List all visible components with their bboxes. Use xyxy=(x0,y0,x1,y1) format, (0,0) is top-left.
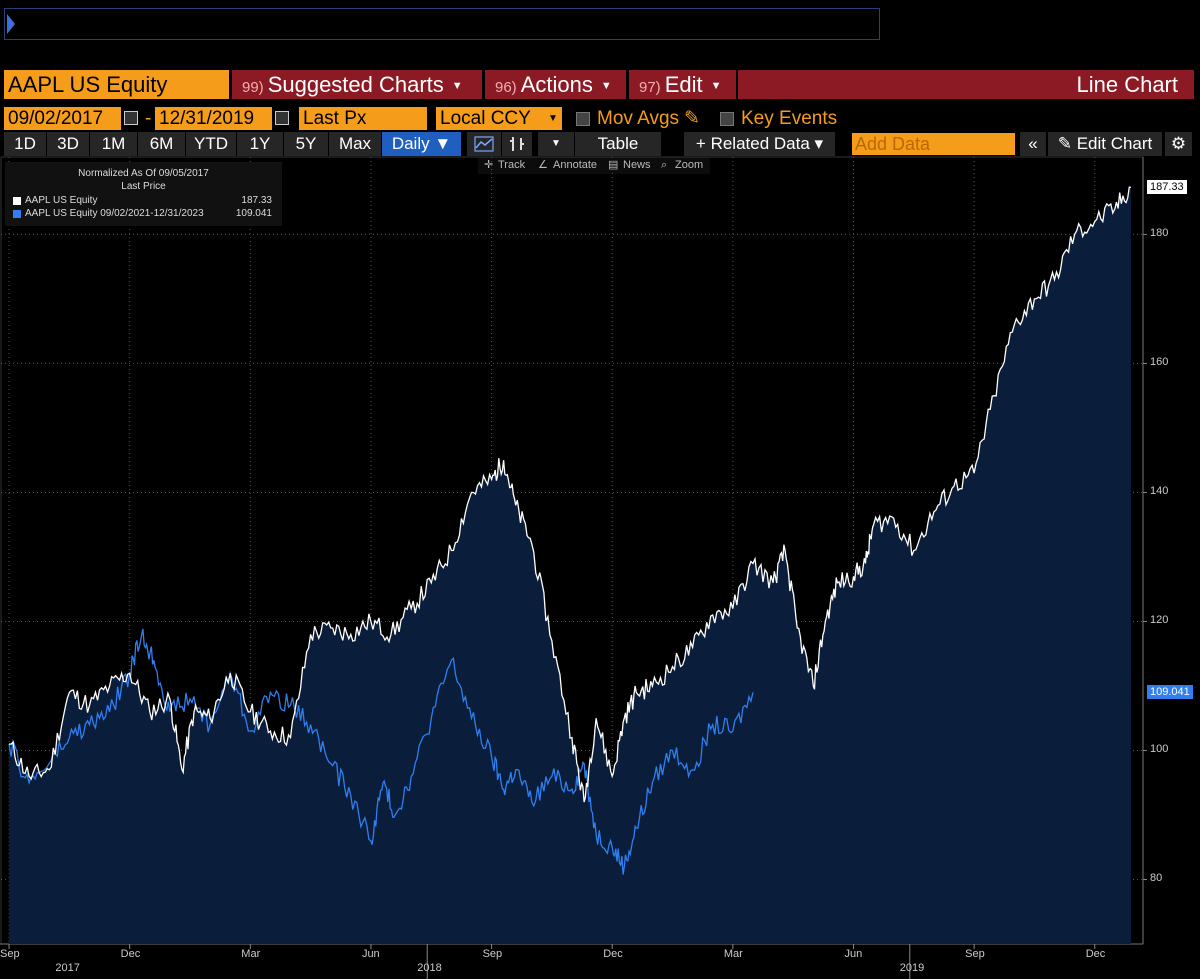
chevron-down-icon: ▼ xyxy=(451,79,463,92)
legend-title: Normalized As Of 09/05/2017 xyxy=(78,168,209,179)
start-date-field[interactable]: 09/02/2017 xyxy=(4,107,121,130)
x-tick-label: Jun xyxy=(361,948,380,960)
chart-style-dropdown[interactable]: ▼ xyxy=(538,132,574,156)
collapse-icon[interactable]: « xyxy=(1020,132,1046,156)
line-chart-icon[interactable] xyxy=(467,132,501,156)
key-events-label: Key Events xyxy=(741,108,838,129)
legend-label-series-1: AAPL US Equity xyxy=(25,195,98,206)
annotate-icon[interactable]: ∠ xyxy=(538,159,548,171)
x-tick-label: Sep xyxy=(965,948,985,960)
ohlc-glyph xyxy=(510,137,524,151)
line-chart-glyph xyxy=(474,136,494,152)
edit-num: 97) xyxy=(639,79,661,96)
edit-chart-label: Edit Chart xyxy=(1076,134,1153,153)
command-caret-icon xyxy=(7,14,15,34)
calendar-icon[interactable] xyxy=(275,111,289,125)
year-label: 2019 xyxy=(899,962,925,974)
legend: Normalized As Of 09/05/2017 Last Price A… xyxy=(5,162,282,226)
security-ticker[interactable]: AAPL US Equity xyxy=(4,70,229,99)
end-date-field[interactable]: 12/31/2019 xyxy=(155,107,272,130)
mov-avgs-label: Mov Avgs xyxy=(597,108,680,129)
chart-type-title: Line Chart xyxy=(738,70,1194,99)
related-data-button[interactable]: + Related Data ▾ xyxy=(684,132,835,156)
frequency-dropdown[interactable]: Daily ▼ xyxy=(382,132,461,156)
edit-chart-button[interactable]: ✎ Edit Chart xyxy=(1048,132,1162,156)
period-6m[interactable]: 6M xyxy=(138,132,185,156)
suggested-charts-num: 99) xyxy=(242,79,264,96)
y-tick-label: 80 xyxy=(1150,872,1163,885)
date-range-dash: - xyxy=(145,108,152,129)
edit-button[interactable]: 97) Edit ▼ xyxy=(629,70,736,99)
period-1y[interactable]: 1Y xyxy=(237,132,283,156)
period-5y[interactable]: 5Y xyxy=(284,132,328,156)
zoom-label[interactable]: Zoom xyxy=(675,159,704,171)
x-tick-label: Dec xyxy=(1085,948,1106,960)
currency-selector[interactable]: Local CCY xyxy=(436,107,544,130)
track-icon[interactable]: ✛ xyxy=(484,159,494,171)
bar-chart-icon[interactable] xyxy=(502,132,532,156)
command-line[interactable] xyxy=(4,8,880,40)
x-tick-label: Dec xyxy=(120,948,141,960)
settings-gear-icon[interactable]: ⚙ xyxy=(1165,132,1192,156)
legend-swatch-series-1 xyxy=(13,197,21,205)
legend-swatch-series-2 xyxy=(13,210,21,218)
chevron-down-icon: ▼ xyxy=(600,79,612,92)
mov-avgs-checkbox[interactable] xyxy=(576,112,590,126)
series-2-line[interactable] xyxy=(8,628,754,875)
y-tick-label: 160 xyxy=(1150,356,1169,369)
zoom-icon[interactable]: ⌕ xyxy=(661,159,668,171)
key-events-checkbox[interactable] xyxy=(720,112,734,126)
legend-label-series-2: AAPL US Equity 09/02/2021-12/31/2023 xyxy=(25,208,204,219)
x-tick-label: Sep xyxy=(482,948,503,960)
actions-button[interactable]: 96) Actions ▼ xyxy=(485,70,626,99)
last-price-tag-series-1: 187.33 xyxy=(1147,180,1187,195)
add-data-input[interactable]: Add Data xyxy=(852,133,1015,155)
x-tick-label: Dec xyxy=(603,948,623,960)
period-max[interactable]: Max xyxy=(329,132,381,156)
track-label[interactable]: Track xyxy=(498,159,526,171)
period-1m[interactable]: 1M xyxy=(90,132,137,156)
series-1-area xyxy=(9,187,1131,944)
year-label: 2017 xyxy=(55,962,80,974)
suggested-charts-label: Suggested Charts xyxy=(267,72,444,97)
legend-subtitle: Last Price xyxy=(121,181,166,192)
year-label: 2018 xyxy=(417,962,442,974)
y-tick-label: 180 xyxy=(1150,227,1169,240)
y-tick-label: 140 xyxy=(1150,485,1169,498)
period-1d[interactable]: 1D xyxy=(4,132,46,156)
x-tick-label: Mar xyxy=(723,948,743,960)
last-price-tag-series-2: 109.041 xyxy=(1147,685,1193,700)
x-ticks xyxy=(8,944,1096,979)
news-icon[interactable]: ▤ xyxy=(608,159,619,171)
y-tick-label: 120 xyxy=(1150,614,1169,627)
period-ytd[interactable]: YTD xyxy=(186,132,236,156)
news-label[interactable]: News xyxy=(623,159,651,171)
pencil-icon[interactable]: ✎ xyxy=(684,108,700,129)
x-tick-label: Sep xyxy=(0,948,20,960)
edit-label: Edit xyxy=(664,72,703,97)
annotate-label[interactable]: Annotate xyxy=(553,159,598,171)
grid xyxy=(1,157,1147,944)
y-tick-label: 100 xyxy=(1150,743,1169,756)
actions-label: Actions xyxy=(520,72,593,97)
x-tick-label: Mar xyxy=(241,948,261,960)
chart-subtoolbar: ✛ Track ∠ Annotate ▤ News ⌕ Zoom xyxy=(478,157,710,174)
calendar-icon[interactable] xyxy=(124,111,138,125)
chevron-down-icon[interactable]: ▼ xyxy=(544,107,562,130)
suggested-charts-button[interactable]: 99) Suggested Charts ▼ xyxy=(232,70,482,99)
period-3d[interactable]: 3D xyxy=(47,132,89,156)
series-1-line[interactable] xyxy=(8,186,1131,803)
x-tick-label: Jun xyxy=(844,948,863,960)
chevron-down-icon: ▼ xyxy=(710,79,722,92)
table-button[interactable]: Table xyxy=(575,132,661,156)
actions-num: 96) xyxy=(495,79,517,96)
pencil-icon: ✎ xyxy=(1057,134,1072,153)
legend-value-series-2: 109.041 xyxy=(235,208,272,219)
legend-value-series-1: 187.33 xyxy=(241,195,272,206)
field-selector[interactable]: Last Px xyxy=(299,107,427,130)
